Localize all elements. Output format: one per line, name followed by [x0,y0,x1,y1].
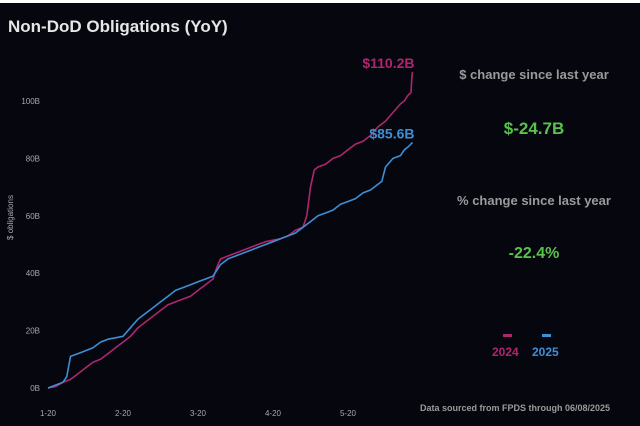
legend-swatch-2025 [542,334,551,337]
data-source-note: Data sourced from FPDS through 06/08/202… [420,403,611,413]
y-tick-label: 80B [26,154,40,163]
dollar-change-label: $ change since last year [459,67,609,82]
legend-label-2025: 2025 [532,345,559,359]
legend-swatch-2024 [503,334,512,337]
end-value-label-2025: $85.6B [369,125,414,141]
y-tick-label: 20B [26,327,40,336]
chart-panel: Non-DoD Obligations (YoY) $ obligations … [0,3,640,426]
labels-layer: $110.2B $85.6B [362,55,414,142]
y-tick-label: 60B [26,212,40,221]
series-line-2025 [47,141,414,389]
x-tick-label: 4-20 [265,409,282,418]
dollar-change-value: $-24.7B [503,119,565,138]
series-layer [47,71,414,389]
y-tick-label: 40B [26,269,40,278]
series-line-2024 [47,71,414,389]
x-tick-label: 2-20 [115,409,132,418]
x-tick-label: 1-20 [40,409,57,418]
chart-title: Non-DoD Obligations (YoY) [8,17,228,36]
legend-label-2024: 2024 [492,345,519,359]
chart-axes: 0B 20B 40B 60B 80B 100B 1-20 2-20 3-20 4-20 5-20 [21,97,356,418]
x-tick-label: 5-20 [340,409,357,418]
y-tick-label: 0B [30,384,40,393]
percent-change-value: -22.4% [508,245,560,262]
percent-change-label: % change since last year [457,193,611,208]
y-tick-label: 100B [21,97,40,106]
end-value-label-2024: $110.2B [362,55,414,71]
line-chart: 0B 20B 40B 60B 80B 100B 1-20 2-20 3-20 4-20 5-20 $… [21,55,414,418]
x-tick-label: 3-20 [190,409,207,418]
